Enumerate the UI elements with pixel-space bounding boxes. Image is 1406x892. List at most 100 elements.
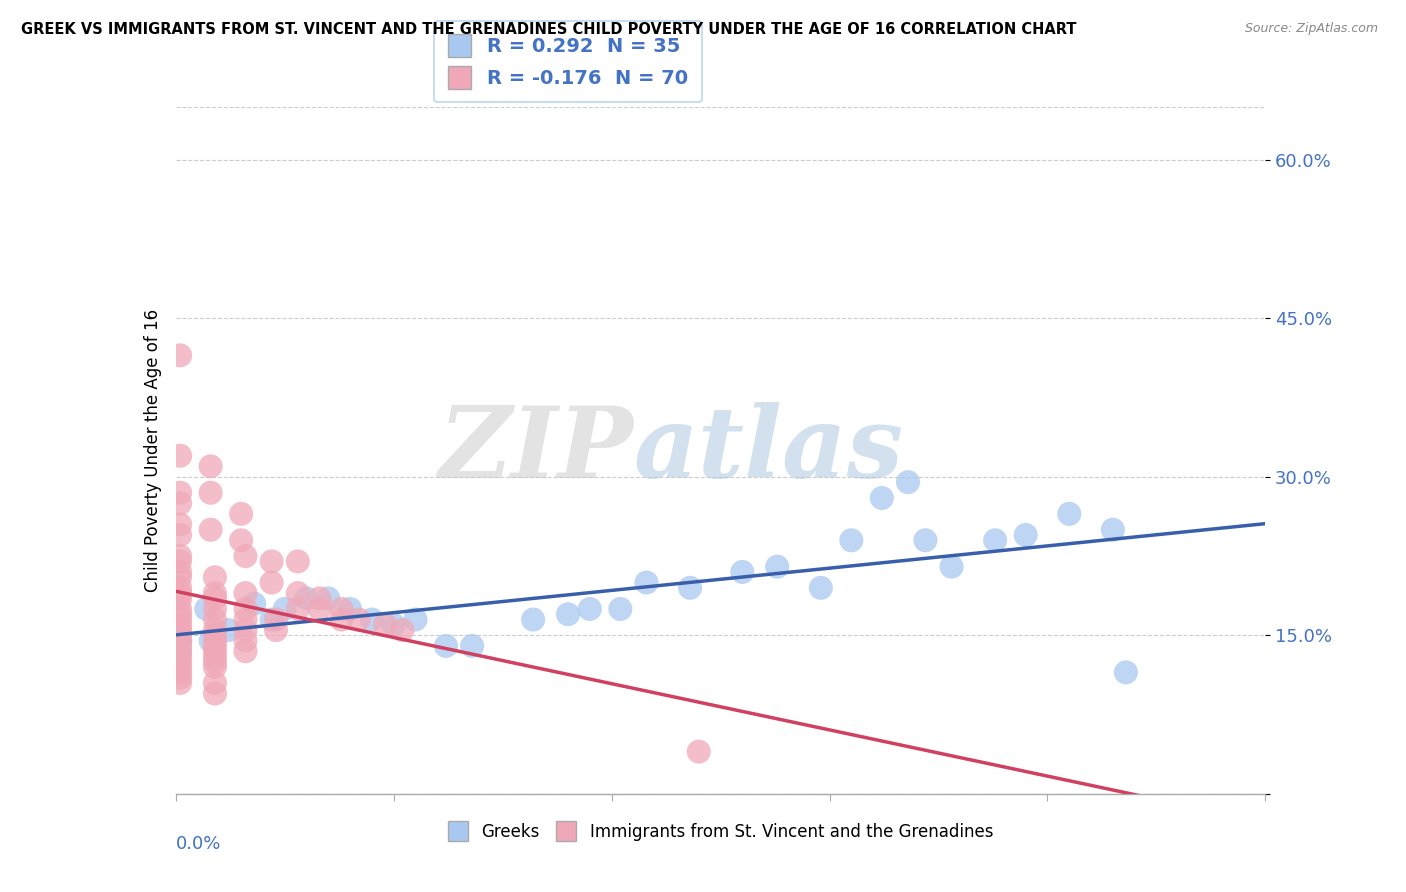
Point [169, 623, 191, 637]
Point [1057, 507, 1080, 521]
Point [204, 633, 226, 648]
Point [204, 686, 226, 700]
Point [522, 613, 544, 627]
Point [897, 475, 920, 490]
Point [731, 565, 754, 579]
Text: ZIP: ZIP [439, 402, 633, 499]
Point [204, 655, 226, 669]
Point [169, 517, 191, 532]
Point [339, 602, 361, 616]
Point [984, 533, 1007, 548]
Point [169, 639, 191, 653]
Point [169, 565, 191, 579]
Point [330, 602, 353, 616]
Point [260, 613, 283, 627]
Text: GREEK VS IMMIGRANTS FROM ST. VINCENT AND THE GRENADINES CHILD POVERTY UNDER THE : GREEK VS IMMIGRANTS FROM ST. VINCENT AND… [21, 22, 1077, 37]
Point [330, 613, 353, 627]
Point [260, 575, 283, 590]
Point [169, 554, 191, 568]
Point [308, 602, 330, 616]
Point [204, 570, 226, 584]
Point [295, 591, 318, 606]
Point [243, 597, 266, 611]
Point [169, 633, 191, 648]
Point [169, 586, 191, 600]
Point [169, 613, 191, 627]
Text: 0.0%: 0.0% [176, 835, 221, 853]
Point [870, 491, 893, 505]
Point [204, 676, 226, 690]
Point [200, 523, 222, 537]
Point [169, 581, 191, 595]
Point [235, 613, 257, 627]
Point [169, 644, 191, 658]
Point [200, 485, 222, 500]
Point [636, 575, 658, 590]
Point [231, 507, 253, 521]
Point [169, 602, 191, 616]
Point [200, 633, 222, 648]
Point [169, 485, 191, 500]
Point [1015, 528, 1038, 542]
Point [235, 586, 257, 600]
Point [169, 628, 191, 642]
Point [308, 591, 330, 606]
Point [579, 602, 602, 616]
Point [169, 644, 191, 658]
Point [679, 581, 702, 595]
Point [169, 655, 191, 669]
Point [169, 591, 191, 606]
Point [169, 607, 191, 622]
Point [434, 639, 457, 653]
Point [231, 533, 253, 548]
Point [169, 348, 191, 362]
Point [557, 607, 579, 622]
Point [204, 649, 226, 664]
Point [841, 533, 863, 548]
Point [766, 559, 789, 574]
Point [391, 623, 413, 637]
Point [169, 570, 191, 584]
Point [264, 613, 287, 627]
Legend: Greeks, Immigrants from St. Vincent and the Grenadines: Greeks, Immigrants from St. Vincent and … [441, 814, 1000, 847]
Point [204, 644, 226, 658]
Point [360, 613, 382, 627]
Point [200, 459, 222, 474]
Point [405, 613, 427, 627]
Point [274, 602, 297, 616]
Point [609, 602, 631, 616]
Point [204, 591, 226, 606]
Point [461, 639, 484, 653]
Point [169, 649, 191, 664]
Point [235, 633, 257, 648]
Point [195, 602, 218, 616]
Point [204, 613, 226, 627]
Point [318, 591, 340, 606]
Point [169, 633, 191, 648]
Point [169, 528, 191, 542]
Point [941, 559, 963, 574]
Point [235, 549, 257, 563]
Point [235, 644, 257, 658]
Point [169, 449, 191, 463]
Point [264, 623, 287, 637]
Point [169, 496, 191, 510]
Point [204, 639, 226, 653]
Text: atlas: atlas [633, 402, 904, 499]
Point [810, 581, 832, 595]
Point [688, 745, 710, 759]
Point [204, 628, 226, 642]
Point [204, 586, 226, 600]
Point [1115, 665, 1137, 680]
Point [204, 623, 226, 637]
Point [287, 554, 309, 568]
Point [260, 554, 283, 568]
Point [287, 602, 309, 616]
Point [235, 623, 257, 637]
Point [204, 660, 226, 674]
Text: Source: ZipAtlas.com: Source: ZipAtlas.com [1244, 22, 1378, 36]
Point [204, 602, 226, 616]
Point [169, 660, 191, 674]
Point [169, 617, 191, 632]
Point [374, 617, 396, 632]
